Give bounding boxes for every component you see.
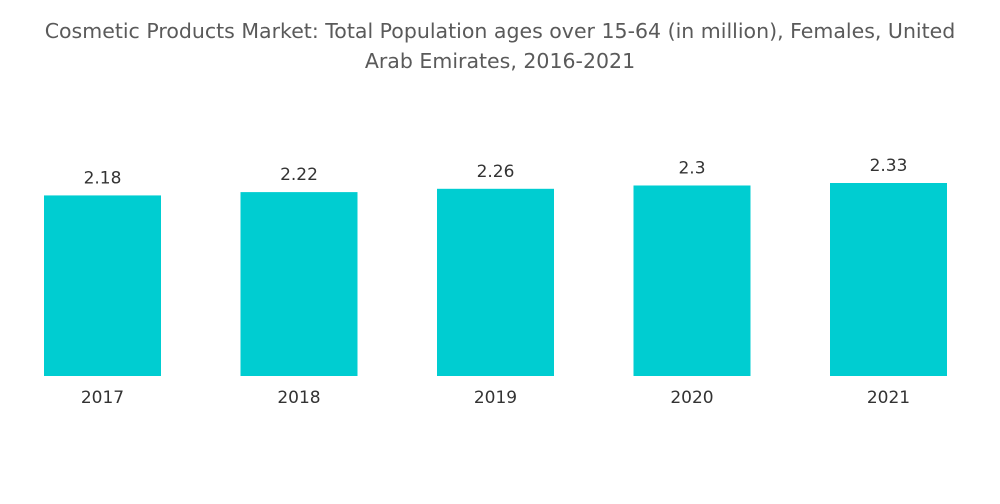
bars-layer — [44, 183, 947, 376]
value-labels-layer: 2.18 2.22 2.26 2.3 2.33 — [84, 156, 908, 188]
bar-2018 — [240, 192, 358, 376]
bar-2017 — [44, 195, 161, 376]
bar-2021 — [830, 183, 947, 376]
x-tick-label-2021: 2021 — [867, 388, 910, 408]
value-label-2021: 2.33 — [870, 156, 908, 176]
value-label-2017: 2.18 — [84, 168, 122, 188]
value-label-2019: 2.26 — [477, 162, 515, 182]
x-tick-label-2017: 2017 — [81, 388, 124, 408]
x-tick-label-2018: 2018 — [277, 388, 320, 408]
x-tick-label-2019: 2019 — [474, 388, 517, 408]
bar-2020 — [633, 185, 751, 376]
value-label-2018: 2.22 — [280, 165, 318, 185]
x-tick-label-2020: 2020 — [670, 388, 713, 408]
bar-2019 — [437, 188, 554, 376]
value-label-2020: 2.3 — [678, 158, 705, 178]
chart-title: Cosmetic Products Market: Total Populati… — [44, 19, 956, 73]
x-tick-labels-layer: 2017 2018 2019 2020 2021 — [81, 388, 910, 408]
